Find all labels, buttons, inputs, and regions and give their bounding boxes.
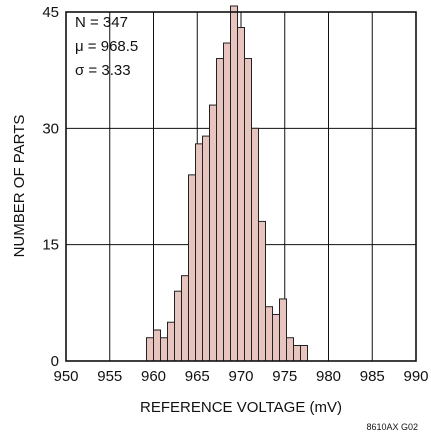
histogram-bar	[272, 313, 280, 362]
histogram-bar	[188, 174, 196, 362]
stat-mean: μ = 968.5	[75, 38, 138, 55]
stat-sigma: σ = 3.33	[75, 62, 131, 79]
histogram-bar	[181, 275, 189, 362]
histogram-bar	[202, 135, 210, 362]
x-tick-label: 960	[141, 368, 166, 385]
histogram-bar	[265, 306, 273, 362]
histogram-bar	[216, 58, 224, 362]
x-tick-label: 970	[228, 368, 253, 385]
x-tick-label: 965	[185, 368, 210, 385]
histogram-bar	[160, 337, 168, 362]
x-tick-label: 980	[316, 368, 341, 385]
x-tick-label: 955	[97, 368, 122, 385]
y-axis-title: NUMBER OF PARTS	[11, 115, 28, 258]
histogram-bar	[209, 104, 217, 362]
y-tick-label: 45	[42, 4, 59, 21]
histogram-bar	[286, 337, 294, 362]
histogram-bar	[293, 344, 301, 362]
histogram-bar	[167, 321, 175, 362]
x-tick-label: 990	[403, 368, 428, 385]
histogram-bar	[223, 42, 231, 362]
y-tick-label: 30	[42, 120, 59, 137]
histogram-bar	[146, 337, 154, 362]
histogram-bar	[195, 143, 203, 362]
histogram-bar	[300, 344, 308, 362]
x-tick-label: 950	[53, 368, 78, 385]
y-tick-label: 15	[42, 237, 59, 254]
histogram-bar	[174, 290, 182, 362]
histogram-bar	[230, 5, 238, 362]
histogram-bar	[153, 329, 161, 362]
figure-id: 8610AX G02	[366, 422, 418, 432]
histogram-bar	[251, 127, 259, 362]
x-axis-title: REFERENCE VOLTAGE (mV)	[140, 399, 342, 416]
y-tick-labels: 0 15 30 45	[42, 4, 59, 370]
x-tick-labels: 950 955 960 965 970 975 980 985 990	[53, 368, 428, 385]
histogram-bar	[258, 220, 266, 362]
plot-frame	[65, 11, 417, 362]
histogram-bar	[244, 58, 252, 362]
stats-annotation: N = 347 μ = 968.5 σ = 3.33	[75, 14, 138, 79]
histogram-bar	[237, 27, 245, 362]
y-tick-label: 0	[51, 353, 59, 370]
x-tick-label: 975	[272, 368, 297, 385]
bars	[146, 5, 308, 362]
histogram-bar	[279, 298, 287, 362]
x-tick-label: 985	[360, 368, 385, 385]
stat-n: N = 347	[75, 14, 128, 31]
